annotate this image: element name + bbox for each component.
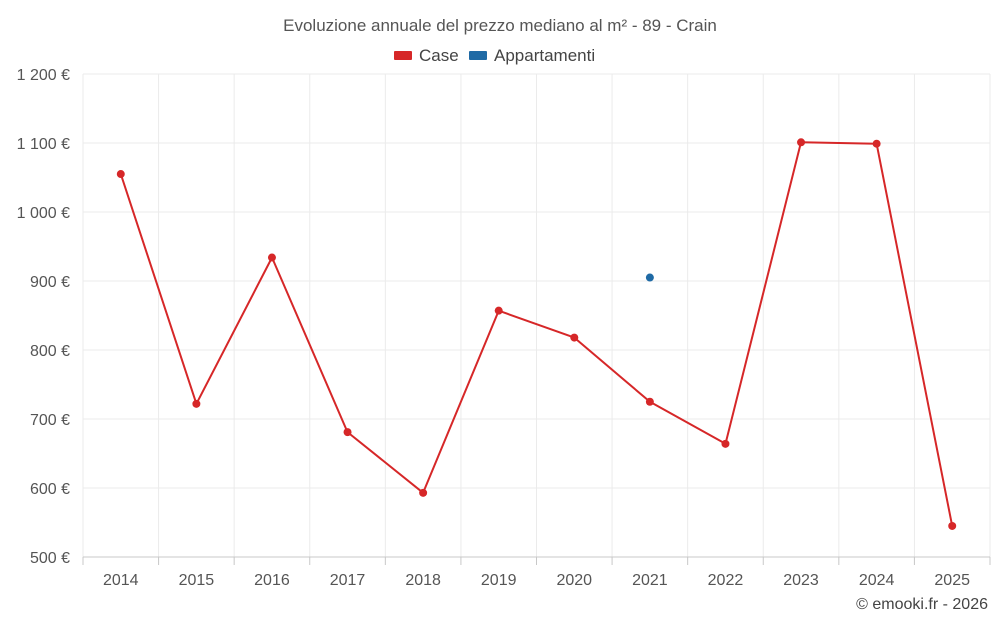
y-tick-label: 1 200 €	[17, 67, 70, 84]
x-tick-label: 2020	[556, 572, 592, 589]
y-tick-label: 600 €	[30, 481, 70, 498]
y-tick-label: 700 €	[30, 412, 70, 429]
credit-text: © emooki.fr - 2026	[856, 596, 988, 613]
legend: Case Appartamenti	[394, 46, 595, 65]
y-tick-label: 1 100 €	[17, 136, 70, 153]
legend-swatch-appartamenti	[469, 51, 487, 60]
legend-item-appartamenti[interactable]: Appartamenti	[469, 46, 595, 65]
y-tick-label: 900 €	[30, 274, 70, 291]
x-tick-label: 2023	[783, 572, 819, 589]
series	[116, 138, 957, 530]
x-tick-label: 2018	[405, 572, 441, 589]
legend-label-case: Case	[419, 46, 459, 65]
data-point-case	[192, 399, 201, 408]
x-tick-label: 2022	[708, 572, 744, 589]
legend-label-appartamenti: Appartamenti	[494, 46, 595, 65]
data-point-case	[343, 428, 352, 437]
data-point-case	[267, 253, 276, 262]
data-point-case	[419, 488, 428, 497]
chart-title: Evoluzione annuale del prezzo mediano al…	[283, 16, 717, 35]
data-point-case	[116, 170, 125, 179]
series-line-case	[119, 141, 954, 527]
y-tick-label: 500 €	[30, 550, 70, 567]
data-point-case	[948, 521, 957, 530]
x-tick-label: 2017	[330, 572, 366, 589]
data-point-case	[721, 439, 730, 448]
data-point-case	[645, 397, 654, 406]
x-tick-label: 2015	[179, 572, 215, 589]
x-tick-label: 2024	[859, 572, 895, 589]
x-tick-label: 2025	[934, 572, 970, 589]
x-tick-label: 2021	[632, 572, 668, 589]
data-point-case	[797, 138, 806, 147]
data-point-appartamenti	[645, 273, 654, 282]
x-tick-label: 2016	[254, 572, 290, 589]
legend-swatch-case	[394, 51, 412, 60]
data-point-case	[494, 306, 503, 315]
data-point-case	[570, 333, 579, 342]
axes: 500 € 600 € 700 € 800 € 900 € 1 000 € 1 100 € 1…	[17, 67, 991, 589]
y-tick-label: 1 000 €	[17, 205, 70, 222]
y-tick-label: 800 €	[30, 343, 70, 360]
x-tick-label: 2019	[481, 572, 517, 589]
data-point-case	[872, 139, 881, 148]
legend-item-case[interactable]: Case	[394, 46, 459, 65]
gridlines	[82, 73, 991, 557]
x-tick-label: 2014	[103, 572, 139, 589]
